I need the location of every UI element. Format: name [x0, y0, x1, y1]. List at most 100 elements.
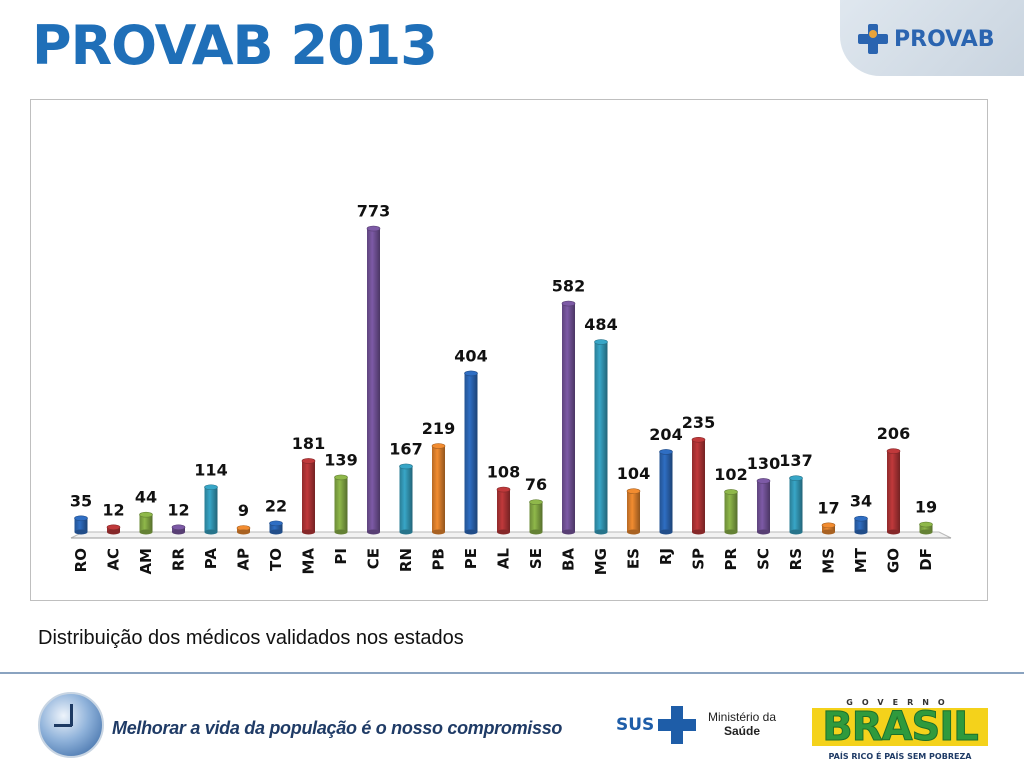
category-label-se: SE [527, 548, 545, 569]
category-label-pi: PI [332, 548, 350, 565]
bar-body-mt [854, 518, 868, 532]
bar-se [529, 499, 543, 535]
bar-pi [334, 474, 348, 535]
category-label-ba: BA [560, 548, 578, 571]
bar-cap-df [919, 521, 933, 528]
bar-ba [561, 300, 576, 535]
bar-cap-rn [399, 463, 413, 470]
value-label-rj: 204 [649, 425, 682, 444]
footer: Melhorar a vida da população é o nosso c… [0, 672, 1024, 770]
bar-cap-am [139, 511, 153, 518]
footer-slogan: Melhorar a vida da população é o nosso c… [112, 718, 563, 738]
bar-rs [789, 475, 803, 535]
bar-body-al [497, 489, 510, 532]
bar-df [919, 521, 933, 535]
bar-cap-ac [106, 524, 121, 531]
bar-ce [366, 225, 381, 535]
bar-rn [399, 463, 413, 535]
bar-cap-es [626, 488, 641, 494]
bar-es [626, 488, 641, 535]
brasil-tagline: PAÍS RICO É PAÍS SEM POBREZA [828, 752, 972, 761]
value-label-am: 44 [135, 488, 157, 507]
category-label-mt: MT [852, 547, 870, 573]
bar-body-se [529, 502, 543, 532]
value-label-rn: 167 [389, 439, 422, 458]
value-label-rs: 137 [779, 451, 812, 470]
bar-body-ba [562, 303, 575, 532]
bar-pe [464, 370, 478, 535]
value-label-es: 104 [617, 464, 650, 483]
category-label-pe: PE [462, 548, 480, 569]
sus-cross-icon [658, 706, 697, 744]
category-label-ap: AP [235, 548, 253, 571]
bar-cap-ro [74, 515, 88, 522]
sus-logo-text: SUS [616, 715, 655, 735]
category-label-ac: AC [105, 548, 123, 571]
bar-body-rj [659, 451, 673, 532]
bar-body-go [887, 451, 900, 532]
bar-cap-pi [334, 474, 348, 481]
value-label-pb: 219 [422, 419, 455, 438]
bar-ms [821, 522, 836, 535]
value-label-sp: 235 [682, 413, 715, 432]
bar-body-rs [789, 478, 803, 532]
value-label-ba: 582 [552, 277, 585, 296]
chart-floor [70, 531, 952, 539]
bar-pa [204, 484, 218, 535]
ministry-logo: Ministério da Saúde [702, 710, 782, 738]
bar-pb [431, 443, 446, 535]
bar-body-sp [692, 439, 705, 532]
bar-body-df [919, 524, 933, 532]
page-title: PROVAB 2013 [32, 14, 438, 77]
bar-rj [659, 449, 673, 535]
bar-ma [301, 458, 316, 535]
value-label-mt: 34 [850, 492, 872, 511]
value-label-ce: 773 [357, 202, 390, 221]
bar-cap-pr [724, 489, 738, 495]
category-label-ro: RO [72, 548, 90, 572]
category-label-rn: RN [397, 548, 415, 572]
category-label-ms: MS [820, 548, 838, 574]
bar-body-es [627, 491, 640, 532]
bar-pr [724, 489, 738, 535]
category-label-rj: RJ [657, 548, 675, 565]
value-label-ac: 12 [102, 500, 124, 519]
provab-logo-text: PROVAB [894, 26, 995, 52]
value-label-pi: 139 [324, 450, 357, 469]
bar-sc [756, 478, 771, 535]
provab-cross-icon [858, 24, 888, 54]
ministry-line2: Saúde [723, 724, 760, 738]
value-label-pa: 114 [194, 460, 227, 479]
provab-logo-panel: PROVAB [840, 0, 1024, 76]
value-label-go: 206 [877, 424, 910, 443]
sus-logo: SUS [616, 706, 697, 744]
value-label-rr: 12 [167, 500, 189, 519]
category-label-ce: CE [365, 548, 383, 569]
bar-cap-al [496, 486, 511, 493]
bar-cap-sc [756, 478, 771, 484]
bar-body-pi [334, 477, 348, 532]
bar-body-to [269, 523, 283, 532]
category-label-df: DF [917, 548, 935, 571]
category-label-mg: MG [592, 548, 610, 575]
bar-cap-se [529, 499, 543, 505]
category-label-sp: SP [690, 548, 708, 570]
bar-body-am [139, 514, 153, 532]
bar-rr [171, 524, 186, 535]
bar-sp [691, 436, 706, 535]
bar-cap-mg [594, 339, 608, 345]
provab-logo: PROVAB [858, 24, 995, 54]
value-label-pe: 404 [454, 346, 487, 365]
category-label-sc: SC [755, 548, 773, 570]
bar-body-pa [204, 487, 218, 532]
value-label-df: 19 [915, 498, 937, 517]
clock-globe-icon [38, 692, 104, 758]
bar-cap-ma [301, 458, 316, 464]
value-label-pr: 102 [714, 465, 747, 484]
bar-body-ce [367, 228, 380, 532]
value-label-mg: 484 [584, 315, 617, 334]
bar-body-rn [399, 466, 413, 532]
bar-mt [854, 515, 868, 535]
category-label-am: AM [137, 548, 155, 575]
bar-mg [594, 339, 608, 535]
